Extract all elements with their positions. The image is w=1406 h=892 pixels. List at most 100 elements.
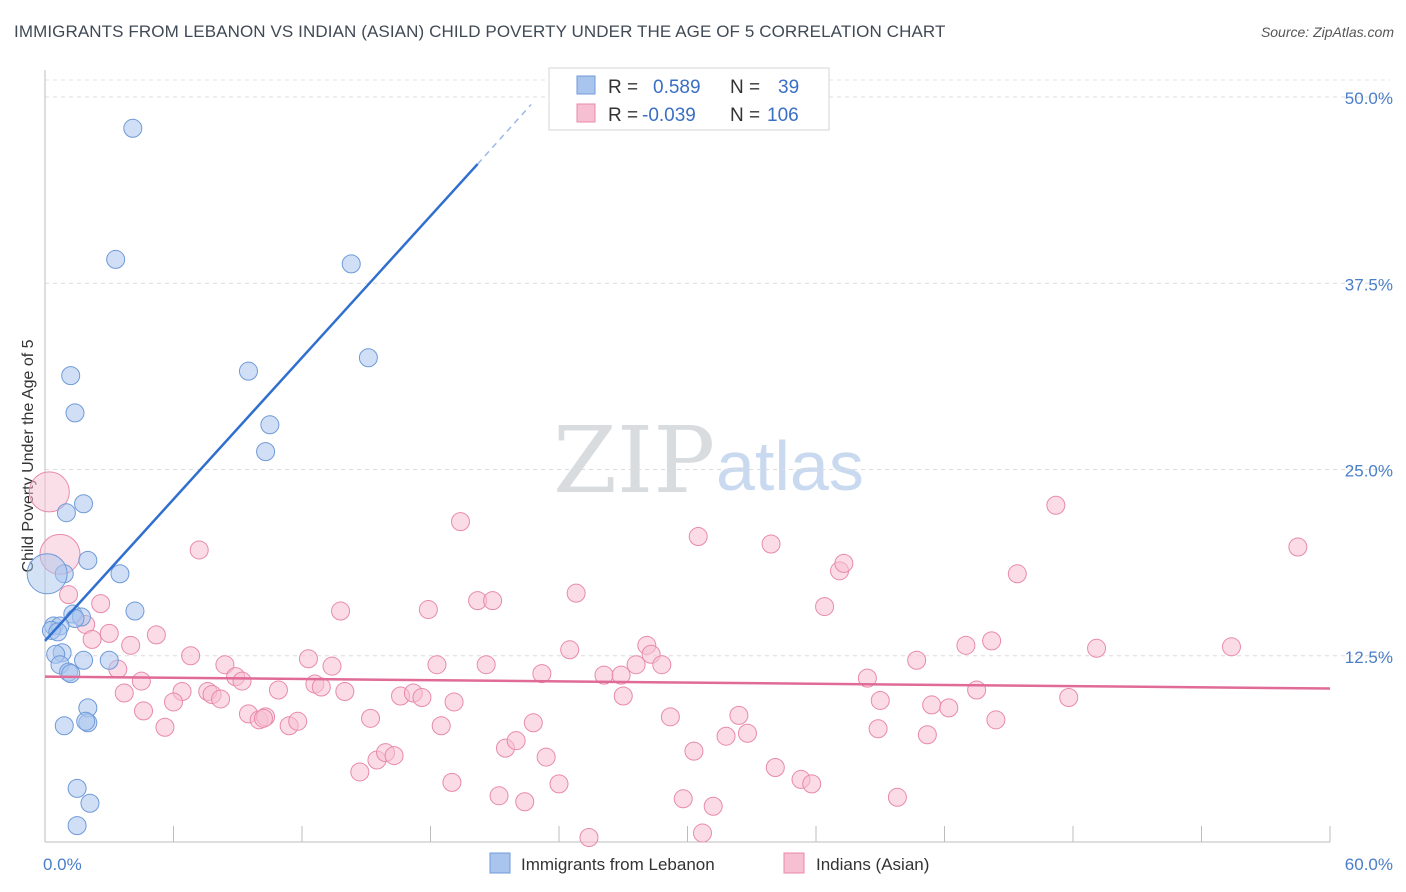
x-tick-label-0: 0.0% bbox=[43, 855, 82, 874]
watermark-zip: ZIP bbox=[553, 407, 715, 514]
trend-line-lebanon bbox=[44, 163, 479, 642]
source-label: Source: ZipAtlas.com bbox=[1260, 24, 1394, 40]
x-tick-labels: 0.0% 60.0% bbox=[43, 855, 1393, 874]
trend-lines bbox=[44, 103, 1331, 690]
indians-point-34 bbox=[322, 656, 342, 676]
lebanon-point-7 bbox=[260, 415, 280, 435]
indians-point-89 bbox=[868, 719, 888, 739]
indians-point-3 bbox=[91, 594, 111, 614]
indians-point-56 bbox=[506, 731, 526, 751]
y-axis-label: Child Poverty Under the Age of 5 bbox=[20, 339, 37, 572]
stats-swatch-indians bbox=[576, 103, 596, 123]
indians-point-17 bbox=[164, 692, 183, 712]
indians-point-105 bbox=[1288, 537, 1308, 557]
indians-point-62 bbox=[560, 640, 580, 660]
indians-point-104 bbox=[1221, 637, 1241, 657]
stats-n-value-indians: 106 bbox=[767, 105, 799, 126]
stats-n-value-lebanon: 39 bbox=[778, 77, 799, 98]
lebanon-point-3 bbox=[358, 348, 378, 368]
indians-point-30 bbox=[288, 711, 308, 731]
indians-point-80 bbox=[737, 723, 757, 743]
stats-n-label-lebanon: N = bbox=[730, 77, 760, 98]
indians-point-9 bbox=[189, 540, 209, 560]
indians-point-10 bbox=[181, 646, 201, 666]
indians-point-92 bbox=[907, 650, 927, 670]
indians-point-58 bbox=[523, 713, 543, 733]
indians-point-50 bbox=[442, 772, 462, 792]
indians-point-8 bbox=[146, 625, 166, 645]
indians-point-20 bbox=[211, 689, 231, 709]
stats-legend-box bbox=[548, 67, 830, 131]
lebanon-point-2 bbox=[341, 254, 361, 274]
indians-point-28 bbox=[268, 680, 288, 700]
lebanon-point-5 bbox=[238, 361, 258, 381]
y-tick-label-3: 50.0% bbox=[1345, 89, 1393, 108]
lebanon-point-34 bbox=[80, 793, 100, 813]
lebanon-point-4 bbox=[61, 366, 81, 386]
legend-swatch-indians bbox=[783, 852, 805, 874]
indians-point-46 bbox=[427, 655, 447, 675]
lebanon-point-10 bbox=[56, 503, 76, 523]
indians-point-99 bbox=[986, 710, 1006, 730]
indians-point-38 bbox=[350, 762, 370, 782]
lebanon-point-22 bbox=[48, 622, 68, 642]
indians-point-0 bbox=[28, 471, 70, 513]
legend-swatch-lebanon bbox=[489, 852, 511, 874]
indians-point-71 bbox=[652, 655, 672, 675]
indians-point-101 bbox=[1046, 495, 1066, 515]
watermark: ZIP atlas bbox=[553, 407, 864, 514]
indians-point-72 bbox=[660, 707, 680, 727]
indians-point-94 bbox=[922, 695, 942, 715]
indians-point-103 bbox=[1087, 638, 1107, 658]
y-tick-label-1: 25.0% bbox=[1345, 462, 1393, 481]
indians-point-5 bbox=[82, 629, 102, 649]
y-tick-label-0: 12.5% bbox=[1345, 648, 1393, 667]
stats-r-value-lebanon: 0.589 bbox=[653, 77, 701, 98]
lebanon-point-11 bbox=[78, 550, 98, 570]
indians-point-13 bbox=[114, 683, 134, 703]
indians-point-45 bbox=[418, 600, 438, 620]
indians-point-31 bbox=[298, 649, 318, 669]
indians-point-93 bbox=[917, 725, 937, 745]
lebanon-point-15 bbox=[125, 601, 145, 621]
indians-point-60 bbox=[536, 747, 556, 767]
indians-point-27 bbox=[253, 708, 273, 728]
lebanon-point-26 bbox=[99, 650, 119, 670]
indians-point-57 bbox=[515, 792, 535, 812]
indians-point-84 bbox=[802, 774, 822, 794]
stats-r-value-indians: -0.039 bbox=[642, 105, 696, 126]
indians-point-98 bbox=[982, 631, 1002, 651]
indians-point-66 bbox=[611, 665, 631, 685]
indians-point-82 bbox=[761, 534, 781, 554]
stats-r-label-lebanon: R = bbox=[608, 77, 638, 98]
indians-point-87 bbox=[834, 553, 854, 573]
chart-title: IMMIGRANTS FROM LEBANON VS INDIAN (ASIAN… bbox=[14, 22, 946, 41]
indians-point-15 bbox=[134, 701, 154, 721]
indians-point-6 bbox=[99, 623, 119, 643]
series-indians-asian bbox=[28, 471, 1308, 848]
indians-point-49 bbox=[450, 512, 470, 532]
indians-point-23 bbox=[232, 671, 252, 691]
x-tick-label-1: 60.0% bbox=[1345, 855, 1393, 874]
indians-point-7 bbox=[121, 635, 141, 655]
lebanon-point-9 bbox=[74, 494, 94, 514]
indians-point-61 bbox=[549, 774, 569, 794]
indians-point-21 bbox=[215, 655, 235, 675]
indians-point-88 bbox=[857, 668, 877, 688]
bottom-legend: Immigrants from Lebanon Indians (Asian) bbox=[489, 852, 929, 874]
indians-point-12 bbox=[131, 671, 151, 691]
legend-label-indians: Indians (Asian) bbox=[816, 855, 929, 874]
x-axis bbox=[44, 70, 1331, 843]
indians-point-55 bbox=[489, 786, 509, 806]
lebanon-point-6 bbox=[65, 403, 85, 423]
indians-point-96 bbox=[956, 635, 976, 655]
indians-point-33 bbox=[311, 677, 331, 697]
indians-point-36 bbox=[335, 682, 355, 702]
indians-point-102 bbox=[1059, 687, 1079, 707]
indians-point-37 bbox=[361, 708, 381, 728]
stats-n-label-indians: N = bbox=[730, 105, 760, 126]
indians-point-81 bbox=[765, 758, 785, 777]
indians-point-76 bbox=[688, 527, 708, 547]
indians-point-74 bbox=[684, 741, 704, 761]
indians-point-78 bbox=[716, 726, 736, 746]
